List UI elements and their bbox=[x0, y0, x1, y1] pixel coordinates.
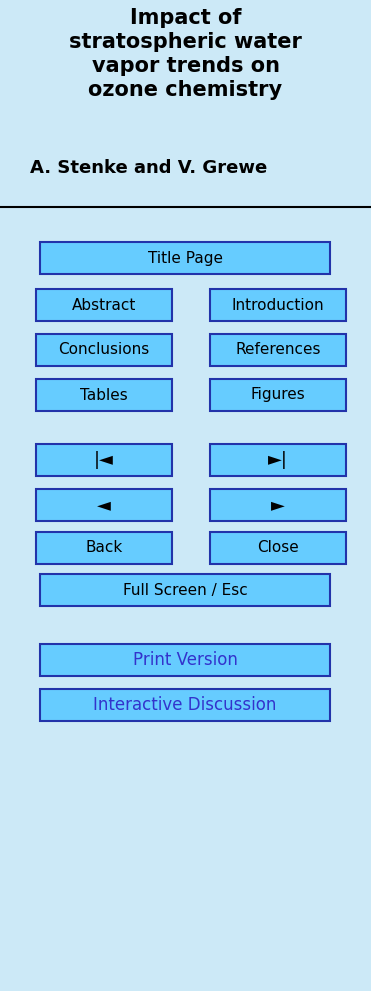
FancyBboxPatch shape bbox=[36, 444, 172, 476]
FancyBboxPatch shape bbox=[36, 532, 172, 564]
Text: References: References bbox=[235, 343, 321, 358]
FancyBboxPatch shape bbox=[40, 242, 330, 274]
FancyBboxPatch shape bbox=[40, 644, 330, 676]
Text: Figures: Figures bbox=[251, 387, 305, 402]
Text: A. Stenke and V. Grewe: A. Stenke and V. Grewe bbox=[30, 159, 267, 177]
FancyBboxPatch shape bbox=[36, 489, 172, 521]
FancyBboxPatch shape bbox=[36, 289, 172, 321]
Text: Tables: Tables bbox=[80, 387, 128, 402]
FancyBboxPatch shape bbox=[210, 334, 346, 366]
FancyBboxPatch shape bbox=[36, 334, 172, 366]
Text: Impact of
stratospheric water
vapor trends on
ozone chemistry: Impact of stratospheric water vapor tren… bbox=[69, 8, 302, 100]
FancyBboxPatch shape bbox=[36, 379, 172, 411]
Text: Conclusions: Conclusions bbox=[58, 343, 150, 358]
Text: Full Screen / Esc: Full Screen / Esc bbox=[123, 583, 247, 598]
FancyBboxPatch shape bbox=[40, 689, 330, 721]
FancyBboxPatch shape bbox=[210, 289, 346, 321]
Text: ►: ► bbox=[271, 496, 285, 514]
FancyBboxPatch shape bbox=[210, 489, 346, 521]
Text: Introduction: Introduction bbox=[232, 297, 324, 312]
FancyBboxPatch shape bbox=[210, 379, 346, 411]
Text: Back: Back bbox=[85, 540, 123, 556]
Text: |◄: |◄ bbox=[94, 451, 114, 469]
Text: ◄: ◄ bbox=[97, 496, 111, 514]
Text: Interactive Discussion: Interactive Discussion bbox=[93, 696, 277, 714]
FancyBboxPatch shape bbox=[40, 574, 330, 606]
Text: Abstract: Abstract bbox=[72, 297, 136, 312]
Text: ►|: ►| bbox=[268, 451, 288, 469]
Text: Title Page: Title Page bbox=[148, 251, 223, 266]
Text: Close: Close bbox=[257, 540, 299, 556]
Text: Print Version: Print Version bbox=[132, 651, 237, 669]
FancyBboxPatch shape bbox=[210, 532, 346, 564]
FancyBboxPatch shape bbox=[210, 444, 346, 476]
